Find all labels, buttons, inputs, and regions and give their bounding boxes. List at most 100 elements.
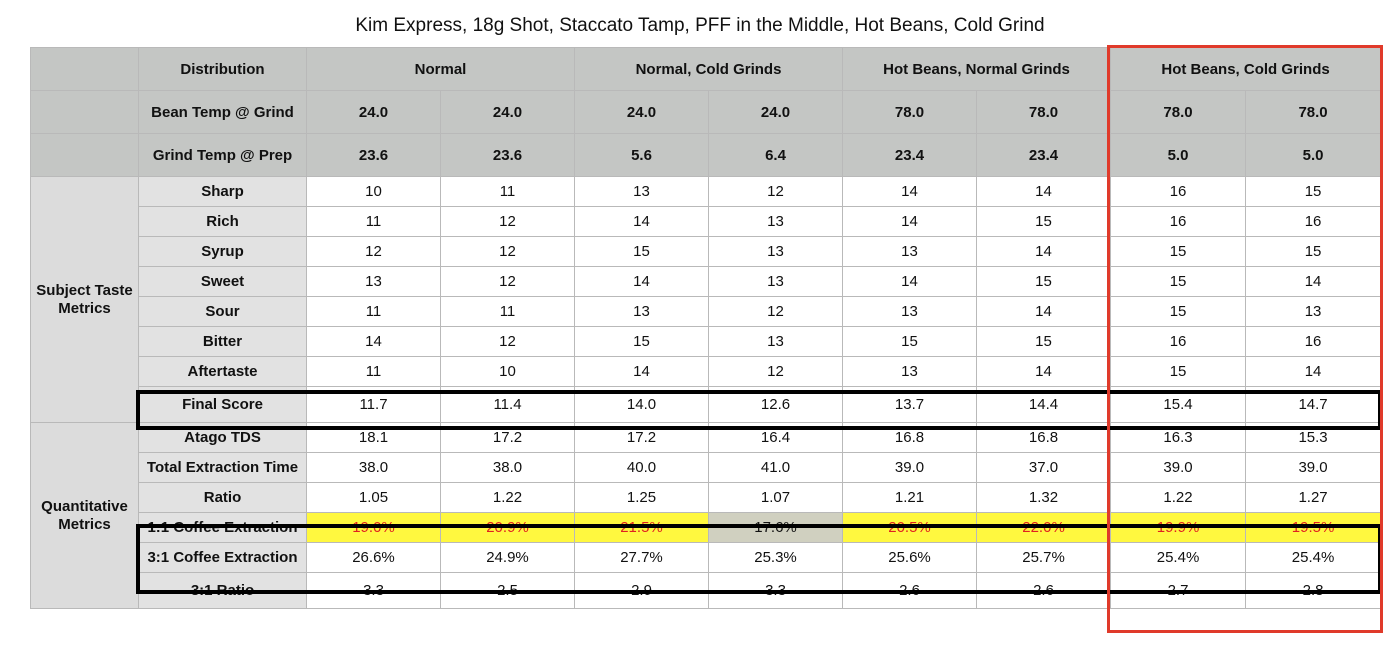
value-cell: 12 <box>707 296 844 327</box>
value-cell: 14 <box>574 266 709 297</box>
row-label: Ratio <box>138 482 307 513</box>
value-cell: 16.8 <box>976 422 1112 453</box>
grind-temp-cell: 6.4 <box>707 133 844 177</box>
bean-temp-cell: 78.0 <box>842 90 978 134</box>
value-cell: 1.25 <box>574 482 709 513</box>
value-cell: 16.3 <box>1110 422 1247 453</box>
table-row: Subject Taste Metrics Sharp 10 11 13 12 … <box>30 176 1382 423</box>
grind-temp-cell: 23.4 <box>976 133 1112 177</box>
highlighted-value-cell: 20.9% <box>440 512 575 543</box>
value-cell: 13 <box>306 266 441 297</box>
value-cell: 13 <box>842 296 978 327</box>
grind-temp-cell: 5.0 <box>1245 133 1382 177</box>
value-cell: 11 <box>306 296 441 327</box>
value-cell: 11.7 <box>306 386 441 423</box>
corner-cell <box>30 90 139 134</box>
taste-group-label: Subject Taste Metrics <box>30 176 139 423</box>
value-cell: 13 <box>707 206 844 237</box>
highlighted-value-cell: 19.0% <box>306 512 441 543</box>
value-cell: 24.9% <box>440 542 575 573</box>
table-row: Sweet 13 12 14 13 14 15 15 14 <box>31 266 1382 297</box>
grind-temp-cell: 23.6 <box>306 133 441 177</box>
value-cell: 15.3 <box>1245 422 1382 453</box>
final-score-row: Final Score 11.7 11.4 14.0 12.6 13.7 14.… <box>31 386 1382 423</box>
value-cell: 14.7 <box>1245 386 1382 423</box>
value-cell: 14 <box>1245 356 1382 387</box>
value-cell: 1.22 <box>1110 482 1247 513</box>
row-label: Bitter <box>138 326 307 357</box>
value-cell: 16 <box>1245 206 1382 237</box>
value-cell: 12 <box>707 176 844 207</box>
value-cell: 2.7 <box>1110 572 1247 609</box>
bean-temp-cell: 78.0 <box>1245 90 1382 134</box>
value-cell: 11 <box>440 296 575 327</box>
value-cell: 14 <box>842 176 978 207</box>
value-cell: 18.1 <box>306 422 441 453</box>
value-cell: 12 <box>440 206 575 237</box>
value-cell: 12.6 <box>707 386 844 423</box>
value-cell: 15 <box>976 206 1112 237</box>
grind-temp-cell: 23.4 <box>842 133 978 177</box>
grind-temp-label: Grind Temp @ Prep <box>138 133 307 177</box>
distribution-label: Distribution <box>138 47 307 91</box>
value-cell: 13 <box>842 236 978 267</box>
group-header-normal-cold: Normal, Cold Grinds <box>573 47 844 91</box>
value-cell: 12 <box>440 326 575 357</box>
row-label: Final Score <box>138 386 307 423</box>
row-label: Sharp <box>138 176 307 207</box>
value-cell: 1.05 <box>306 482 441 513</box>
table-row: Total Extraction Time 38.0 38.0 40.0 41.… <box>31 452 1382 483</box>
bean-temp-label: Bean Temp @ Grind <box>138 90 307 134</box>
value-cell: 16.4 <box>707 422 844 453</box>
row-label: 3:1 Ratio <box>138 572 307 609</box>
value-cell: 11.4 <box>440 386 575 423</box>
value-cell: 13 <box>707 236 844 267</box>
grind-temp-cell: 5.0 <box>1110 133 1247 177</box>
value-cell: 1.22 <box>440 482 575 513</box>
quant-group-label: Quantitative Metrics <box>30 422 139 609</box>
value-cell: 16 <box>1110 326 1247 357</box>
value-cell: 15 <box>574 236 709 267</box>
value-cell: 13 <box>842 356 978 387</box>
table-row: Ratio 1.05 1.22 1.25 1.07 1.21 1.32 1.22… <box>31 482 1382 513</box>
value-cell: 12 <box>306 236 441 267</box>
extraction-1-1-row: 1:1 Coffee Extraction 19.0% 20.9% 21.5% … <box>31 512 1382 543</box>
value-cell: 3.3 <box>306 572 441 609</box>
value-cell: 10 <box>440 356 575 387</box>
value-cell: 13 <box>707 266 844 297</box>
value-cell: 39.0 <box>842 452 978 483</box>
row-label: Atago TDS <box>138 422 307 453</box>
value-cell: 25.6% <box>842 542 978 573</box>
table-row: Sour 11 11 13 12 13 14 15 13 <box>31 296 1382 327</box>
row-label: Rich <box>138 206 307 237</box>
value-cell: 13 <box>574 296 709 327</box>
value-cell: 14 <box>1245 266 1382 297</box>
table-row: Bitter 14 12 15 13 15 15 16 16 <box>31 326 1382 357</box>
table-row: Aftertaste 11 10 14 12 13 14 15 14 <box>31 356 1382 387</box>
value-cell: 15.4 <box>1110 386 1247 423</box>
table-row: Quantitative Metrics Atago TDS 18.1 17.2… <box>30 422 1382 609</box>
value-cell: 38.0 <box>306 452 441 483</box>
value-cell: 2.8 <box>1245 572 1382 609</box>
grind-temp-row: Grind Temp @ Prep 23.6 23.6 5.6 6.4 23.4… <box>30 133 1382 177</box>
value-cell: 15 <box>1110 236 1247 267</box>
value-cell: 15 <box>842 326 978 357</box>
value-cell: 15 <box>1110 266 1247 297</box>
row-label: Total Extraction Time <box>138 452 307 483</box>
value-cell: 16 <box>1110 176 1247 207</box>
value-cell: 1.32 <box>976 482 1112 513</box>
row-label: Sweet <box>138 266 307 297</box>
value-cell: 2.5 <box>440 572 575 609</box>
value-cell: 14 <box>574 206 709 237</box>
value-cell: 25.7% <box>976 542 1112 573</box>
value-cell: 12 <box>440 236 575 267</box>
value-cell: 1.21 <box>842 482 978 513</box>
highlighted-value-cell: 17.6% <box>707 512 844 543</box>
table-row: 3:1 Ratio 3.3 2.5 2.9 3.3 2.6 2.6 2.7 2.… <box>31 572 1382 609</box>
highlighted-value-cell: 21.5% <box>574 512 709 543</box>
value-cell: 11 <box>306 206 441 237</box>
value-cell: 1.27 <box>1245 482 1382 513</box>
value-cell: 15 <box>1110 356 1247 387</box>
value-cell: 41.0 <box>707 452 844 483</box>
row-label: Sour <box>138 296 307 327</box>
